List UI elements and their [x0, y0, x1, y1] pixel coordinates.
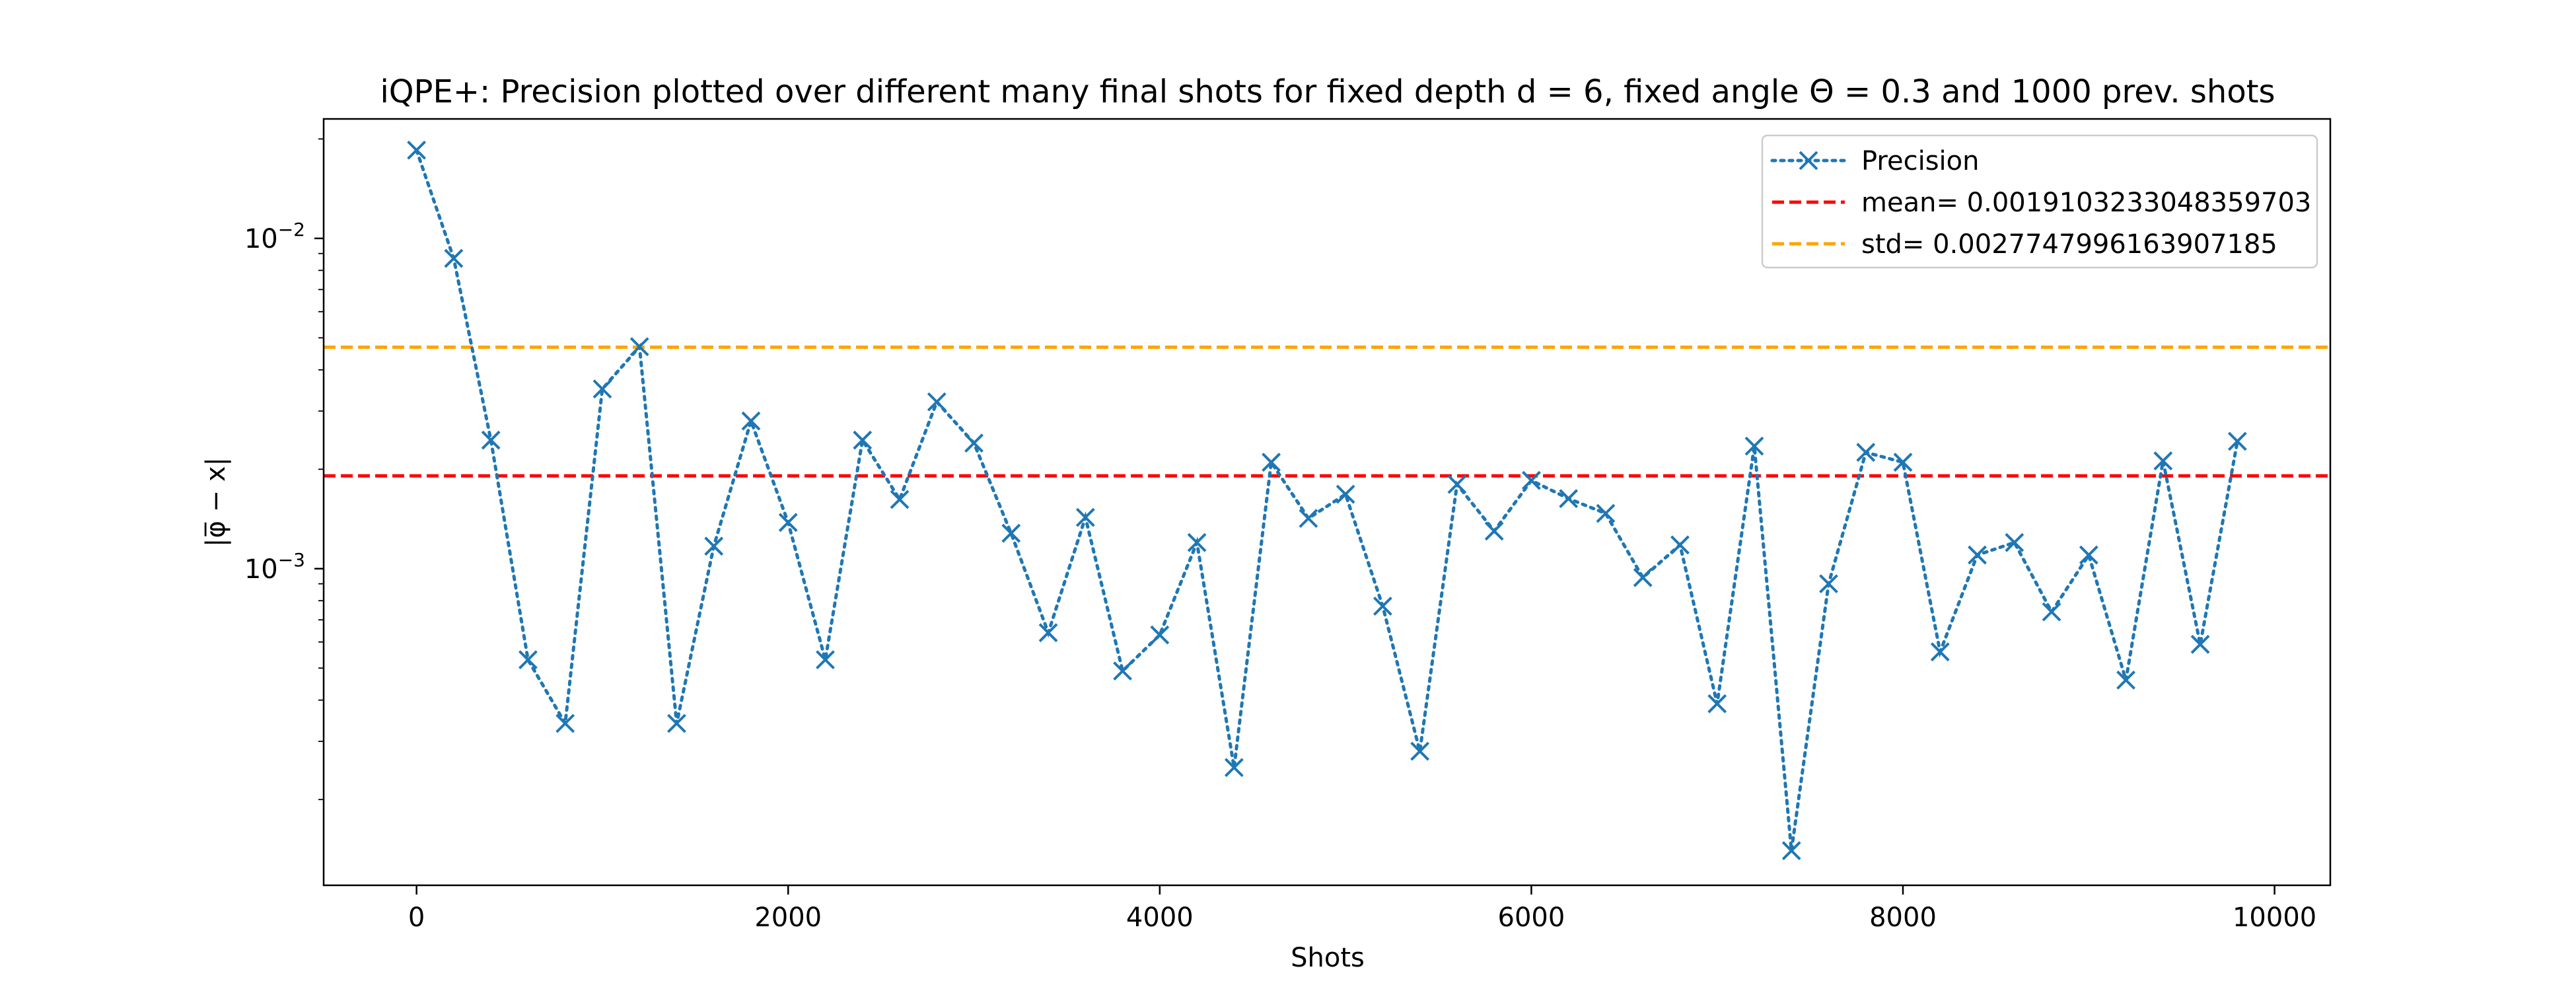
data-point: [1336, 484, 1355, 504]
data-point: [1930, 642, 1950, 662]
data-point: [1670, 535, 1690, 555]
data-point: [2079, 545, 2098, 565]
plot-frame: [322, 118, 2332, 887]
data-point: [407, 140, 427, 160]
legend-box: [1761, 134, 2318, 269]
y-axis-label: |φ̅ − x|: [201, 457, 231, 547]
plot-area: [322, 118, 2332, 887]
data-point: [816, 650, 835, 670]
data-point: [2190, 634, 2210, 654]
x-tick-label: 6000: [1498, 902, 1565, 933]
y-tick-label: 10−2: [244, 219, 305, 254]
data-point: [927, 392, 947, 412]
data-point: [853, 430, 873, 450]
data-point: [1373, 597, 1392, 616]
data-point: [890, 490, 910, 509]
data-point: [2042, 602, 2061, 622]
x-tick-label: 4000: [1126, 902, 1194, 933]
data-point: [667, 714, 686, 733]
data-point: [1559, 489, 1579, 509]
legend-entry: Precision: [1770, 146, 1979, 176]
data-point: [741, 411, 761, 431]
legend-label: std= 0.0027747996163907185: [1861, 229, 2277, 260]
data-point: [519, 650, 538, 670]
data-point: [1484, 521, 1504, 541]
legend-entry: mean= 0.0019103233048359703: [1772, 188, 2311, 218]
x-axis-label: Shots: [1291, 943, 1365, 973]
series-line-precision: [415, 148, 2239, 851]
data-point: [629, 337, 649, 357]
data-point: [2153, 451, 2173, 471]
x-tick-label: 0: [408, 902, 425, 933]
data-point: [1856, 443, 1876, 462]
data-point: [1150, 625, 1170, 645]
data-point: [1299, 509, 1318, 529]
data-point: [964, 433, 984, 453]
legend-entry: std= 0.0027747996163907185: [1772, 229, 2277, 260]
data-point: [481, 430, 501, 450]
x-tick-label: 8000: [1869, 902, 1937, 933]
data-point: [1633, 568, 1653, 587]
data-point: [592, 379, 612, 399]
data-point: [1522, 470, 1541, 490]
data-point: [2005, 532, 2024, 552]
data-point: [778, 513, 798, 532]
data-point: [1187, 532, 1207, 552]
legend: Precision mean= 0.0019103233048359703 std=…: [1761, 134, 2318, 269]
data-point: [1001, 523, 1021, 543]
x-axis: 0 2000 4000 6000 8000 10000: [408, 885, 2316, 933]
data-point: [1819, 574, 1838, 594]
data-point: [555, 714, 575, 733]
data-point: [1893, 453, 1913, 472]
data-point: [1596, 503, 1616, 523]
data-point: [1744, 436, 1764, 456]
y-tick-label: 10−3: [244, 549, 305, 585]
data-point: [1781, 841, 1801, 861]
data-point: [1410, 741, 1430, 761]
legend-label: Precision: [1861, 146, 1979, 176]
data-point: [1113, 661, 1132, 681]
data-point: [1224, 758, 1244, 778]
data-point: [1038, 623, 1058, 643]
data-point: [1262, 453, 1281, 472]
y-axis: 10−3 10−2: [244, 138, 324, 801]
data-point: [2227, 431, 2247, 451]
chart-title: iQPE+: Precision plotted over different …: [380, 73, 2275, 110]
data-point: [444, 248, 464, 268]
data-point: [1968, 545, 1987, 565]
x-tick-label: 10000: [2233, 902, 2316, 933]
legend-label: mean= 0.0019103233048359703: [1861, 188, 2311, 218]
x-tick-label: 2000: [754, 902, 822, 933]
data-point: [2116, 670, 2135, 690]
data-point: [1707, 694, 1727, 714]
data-point: [1075, 507, 1095, 527]
data-point: [704, 536, 724, 556]
data-point: [1447, 474, 1467, 494]
